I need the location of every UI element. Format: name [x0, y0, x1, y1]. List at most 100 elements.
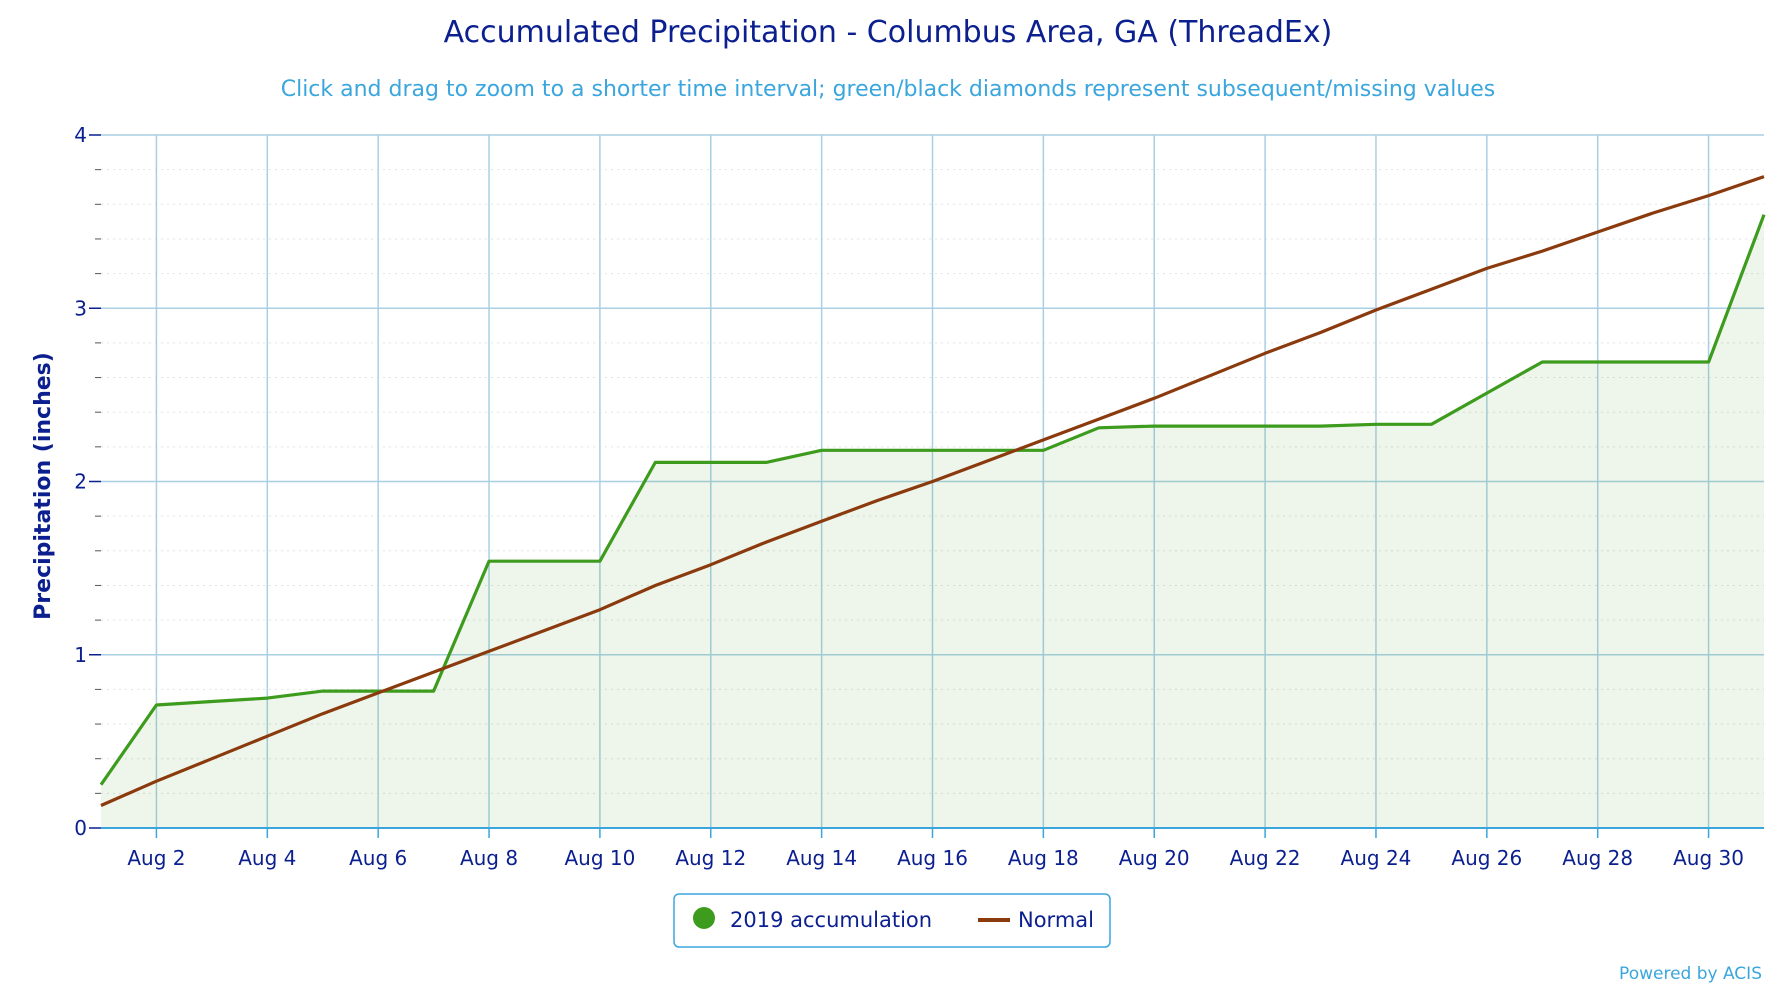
point-normal: [1540, 249, 1544, 253]
point-normal: [1707, 194, 1711, 198]
y-tick-label: 2: [74, 470, 87, 494]
point-2019-accumulation: [265, 696, 269, 700]
x-tick-label: Aug 18: [1008, 846, 1079, 870]
x-tick-label: Aug 8: [460, 846, 518, 870]
grid-lines: [101, 134, 1764, 828]
point-normal: [598, 608, 602, 612]
point-normal: [1485, 266, 1489, 270]
point-normal: [1152, 396, 1156, 400]
line-normal: [100, 175, 1765, 807]
point-normal: [820, 519, 824, 523]
point-normal: [1041, 438, 1045, 442]
x-tick-label: Aug 4: [238, 846, 296, 870]
point-normal: [487, 649, 491, 653]
point-normal: [1596, 230, 1600, 234]
x-tick-label: Aug 30: [1673, 846, 1744, 870]
legend-item-2019-accumulation[interactable]: 2019 accumulation: [693, 907, 932, 932]
legend[interactable]: 2019 accumulation Normal: [673, 893, 1111, 948]
point-2019-accumulation: [1097, 426, 1101, 430]
legend-label-normal: Normal: [1018, 908, 1094, 932]
point-2019-accumulation: [487, 559, 491, 563]
x-tick-label: Aug 22: [1230, 846, 1301, 870]
point-2019-accumulation: [1041, 448, 1045, 452]
point-2019-accumulation: [1263, 424, 1267, 428]
point-normal: [931, 480, 935, 484]
point-2019-accumulation: [1319, 424, 1323, 428]
point-normal: [154, 779, 158, 783]
point-2019-accumulation: [1596, 360, 1600, 364]
point-normal: [1263, 351, 1267, 355]
point-2019-accumulation: [764, 460, 768, 464]
point-normal: [875, 499, 879, 503]
line-2019-accumulation: [99, 214, 1766, 786]
series-lines: [99, 175, 1766, 807]
point-normal: [542, 628, 546, 632]
chart-title: Accumulated Precipitation - Columbus Are…: [444, 15, 1333, 50]
point-2019-accumulation: [1429, 422, 1433, 426]
point-normal: [432, 670, 436, 674]
point-2019-accumulation: [99, 783, 103, 787]
legend-marker-2019-accumulation: [693, 907, 715, 929]
point-normal: [321, 712, 325, 716]
point-normal: [1651, 211, 1655, 215]
chart-subtitle: Click and drag to zoom to a shorter time…: [281, 77, 1496, 102]
x-tick-label: Aug 16: [897, 846, 968, 870]
point-2019-accumulation: [154, 703, 158, 707]
legend-item-normal[interactable]: Normal: [978, 908, 1094, 932]
point-normal: [1374, 308, 1378, 312]
point-normal: [653, 583, 657, 587]
point-normal: [99, 803, 103, 807]
point-2019-accumulation: [1651, 360, 1655, 364]
x-tick-label: Aug 24: [1341, 846, 1412, 870]
point-2019-accumulation: [653, 460, 657, 464]
x-tick-label: Aug 12: [675, 846, 746, 870]
point-2019-accumulation: [931, 448, 935, 452]
point-normal: [376, 691, 380, 695]
legend-label-2019-accumulation: 2019 accumulation: [730, 908, 932, 932]
point-normal: [986, 459, 990, 463]
point-2019-accumulation: [1152, 424, 1156, 428]
point-2019-accumulation: [1540, 360, 1544, 364]
point-2019-accumulation: [1485, 391, 1489, 395]
point-normal: [265, 734, 269, 738]
point-normal: [1429, 287, 1433, 291]
point-normal: [1762, 175, 1766, 179]
point-normal: [1319, 331, 1323, 335]
y-tick-label: 3: [74, 296, 87, 320]
point-2019-accumulation: [709, 460, 713, 464]
area-2019-accumulation: [101, 214, 1764, 828]
credit-link[interactable]: Powered by ACIS: [1619, 964, 1762, 984]
area-fills: [101, 214, 1764, 828]
plot-area[interactable]: [99, 134, 1766, 828]
point-2019-accumulation: [1374, 422, 1378, 426]
point-2019-accumulation: [210, 700, 214, 704]
x-tick-label: Aug 10: [564, 846, 635, 870]
point-normal: [764, 540, 768, 544]
legend-box: [673, 893, 1111, 948]
x-tick-label: Aug 20: [1119, 846, 1190, 870]
point-2019-accumulation: [875, 448, 879, 452]
point-2019-accumulation: [1707, 360, 1711, 364]
point-normal: [1097, 417, 1101, 421]
point-2019-accumulation: [432, 689, 436, 693]
point-2019-accumulation: [598, 559, 602, 563]
x-tick-label: Aug 28: [1562, 846, 1633, 870]
point-normal: [210, 757, 214, 761]
point-2019-accumulation: [820, 448, 824, 452]
point-normal: [1208, 374, 1212, 378]
point-normal: [709, 563, 713, 567]
y-tick-label: 1: [74, 643, 87, 667]
x-tick-label: Aug 6: [349, 846, 407, 870]
point-2019-accumulation: [542, 559, 546, 563]
x-tick-label: Aug 2: [127, 846, 185, 870]
y-tick-label: 0: [74, 816, 87, 840]
point-2019-accumulation: [986, 448, 990, 452]
point-2019-accumulation: [1208, 424, 1212, 428]
axes: 0 1 2 3 4 Aug 2 Aug 4 Aug 6 Aug 8 Aug 10 Aug 12 Aug…: [74, 123, 1764, 870]
y-tick-label: 4: [74, 123, 87, 147]
x-tick-label: Aug 26: [1451, 846, 1522, 870]
point-2019-accumulation: [321, 689, 325, 693]
point-2019-accumulation: [1762, 213, 1766, 217]
x-tick-label: Aug 14: [786, 846, 857, 870]
